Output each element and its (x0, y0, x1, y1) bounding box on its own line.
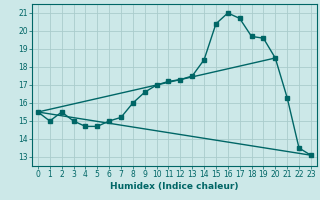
X-axis label: Humidex (Indice chaleur): Humidex (Indice chaleur) (110, 182, 239, 191)
